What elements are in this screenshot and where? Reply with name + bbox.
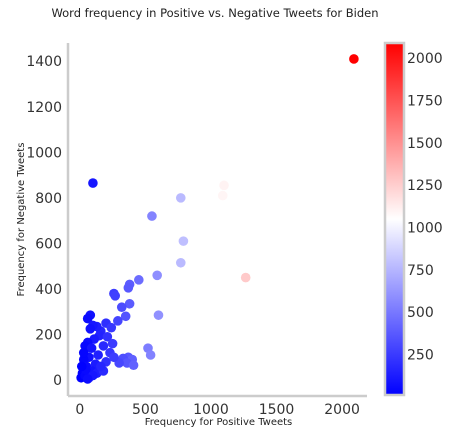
scatter-point [76, 361, 87, 372]
scatter-point [82, 374, 93, 384]
x-tick-label: 1000 [193, 402, 229, 418]
scatter-point [152, 270, 162, 281]
scatter-point [123, 283, 134, 293]
scatter-point [93, 350, 103, 360]
colorbar: 250 500 750 1000 1250 1500 1750 2000 [383, 41, 443, 397]
scatter-point [88, 178, 98, 188]
chart-title: Word frequency in Positive vs. Negative … [51, 6, 378, 20]
plot-area: 0 500 1000 1500 2000 0 200 400 600 800 1000 1200 140… [16, 43, 367, 428]
scatter-point [113, 316, 123, 326]
scatter-point [240, 272, 251, 283]
x-tick-label: 2000 [324, 402, 360, 418]
scatter-point [178, 236, 189, 246]
scatter-point [109, 352, 119, 363]
scatter-point [175, 257, 186, 268]
scatter-point [134, 275, 144, 285]
scatter-point [145, 350, 156, 360]
y-tick-label: 200 [35, 328, 62, 344]
colorbar-tick-label: 250 [407, 347, 434, 363]
colorbar-tick-label: 1250 [407, 178, 443, 194]
scatter-point [116, 302, 127, 312]
colorbar-tick-label: 1500 [407, 136, 443, 152]
scatter-point [82, 313, 93, 324]
x-tick-label: 1500 [259, 402, 295, 418]
scatter-point [110, 290, 121, 301]
scatter-point [85, 324, 96, 334]
scatter-point [102, 331, 113, 342]
scatter-point [128, 360, 139, 371]
x-tick-label: 500 [132, 402, 159, 418]
scatter-point [124, 298, 135, 309]
scatter-point [95, 361, 106, 372]
scatter-point [107, 338, 118, 349]
colorbar-tick-label: 1000 [407, 220, 443, 236]
y-tick-label: 600 [35, 236, 62, 252]
y-tick-label: 1400 [26, 54, 62, 70]
y-tick-label: 400 [35, 282, 62, 298]
colorbar-tick-label: 1750 [407, 94, 443, 110]
y-tick-label: 1000 [26, 145, 62, 161]
scatter-point [78, 347, 89, 358]
colorbar-tick-label: 750 [407, 263, 434, 279]
y-tick-label: 1200 [26, 100, 62, 116]
scatter-point [147, 211, 157, 221]
scatter-point [153, 310, 164, 320]
x-tick-label: 0 [75, 402, 84, 418]
scatter-point [175, 193, 186, 203]
y-axis-label: Frequency for Negative Tweets [16, 143, 27, 297]
scatter-point [219, 180, 229, 191]
scatter-point [106, 322, 117, 333]
colorbar-tick-label: 500 [407, 305, 434, 321]
y-tick-label: 800 [35, 191, 62, 207]
colorbar-gradient [383, 41, 406, 397]
y-tick-label: 0 [53, 373, 62, 389]
scatter-point [217, 190, 228, 201]
scatter-point [86, 343, 97, 353]
scatter-point [98, 341, 109, 351]
scatter-point [120, 311, 131, 322]
x-axis-label: Frequency for Positive Tweets [145, 417, 293, 428]
scatter-point [349, 54, 359, 64]
colorbar-tick-label: 2000 [407, 51, 443, 67]
